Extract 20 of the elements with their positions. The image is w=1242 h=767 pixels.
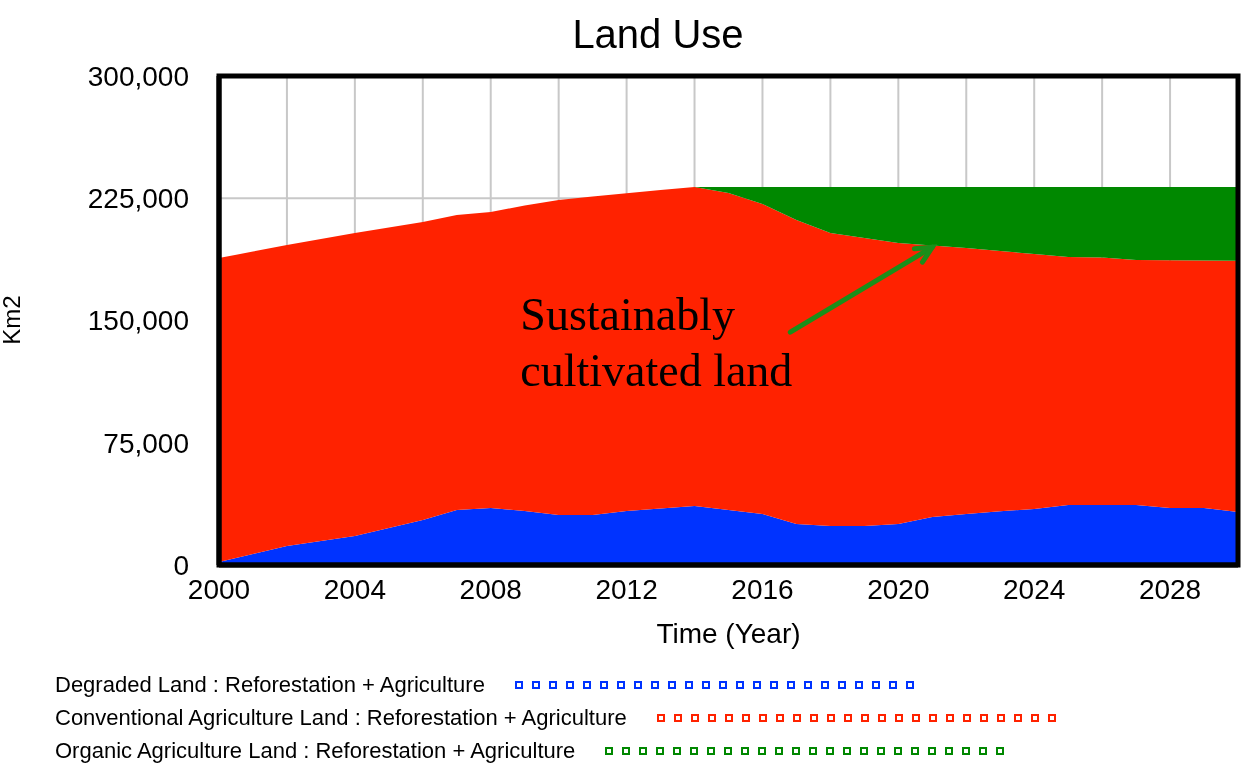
annotation: Sustainably cultivated land: [520, 288, 794, 399]
x-axis-title: Time (Year): [655, 618, 802, 650]
y-tick-label: 0: [173, 549, 189, 581]
x-tick-label: 2020: [867, 573, 930, 605]
x-tick-label: 2012: [595, 573, 658, 605]
x-tick-label: 2028: [1138, 573, 1202, 605]
y-tick-label: 300,000: [87, 60, 189, 92]
legend-label: Degraded Land : Reforestation + Agriculture: [55, 671, 485, 698]
x-tick-label: 2016: [731, 573, 794, 605]
y-tick-label: 225,000: [87, 183, 189, 215]
y-axis-title: Km2: [0, 293, 26, 347]
y-tick-label: 75,000: [103, 427, 189, 459]
chart-title: Land Use: [571, 12, 745, 57]
x-tick-label: 2008: [459, 573, 522, 605]
legend-label: Organic Agriculture Land : Reforestation + Agriculture: [55, 737, 576, 764]
y-tick-label: 150,000: [87, 305, 189, 337]
x-tick-label: 2024: [1003, 573, 1066, 605]
x-tick-label: 2004: [323, 573, 387, 605]
x-tick-label: 2000: [187, 573, 251, 605]
legend-label: Conventional Agriculture Land : Reforestation + Agriculture: [55, 704, 627, 731]
